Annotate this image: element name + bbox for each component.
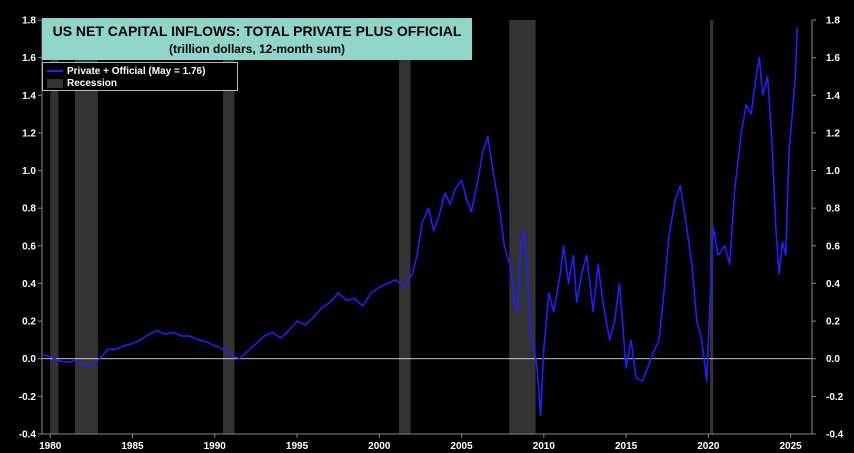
chart-subtitle: (trillion dollars, 12-month sum) bbox=[168, 42, 345, 56]
legend-item-recession: Recession bbox=[47, 77, 117, 89]
y-tick-label-left: 0.8 bbox=[22, 204, 36, 215]
y-tick-label-right: 1.6 bbox=[826, 53, 840, 64]
y-tick-label-left: -0.4 bbox=[19, 430, 37, 441]
tick-labels: -0.4 -0.4 -0.2 -0.2 0.0 0.0 0.2 0.2 0.4 0.4 0.6 0.6… bbox=[19, 16, 844, 453]
y-tick-label-right: 0.0 bbox=[826, 354, 840, 365]
series-layer bbox=[43, 27, 798, 417]
y-tick-label-right: -0.4 bbox=[826, 430, 844, 441]
y-tick-label-right: 0.6 bbox=[826, 241, 840, 252]
chart-title: US NET CAPITAL INFLOWS: TOTAL PRIVATE PL… bbox=[52, 23, 462, 39]
x-tick-label: 1980 bbox=[39, 441, 62, 452]
legend-item-series: Private + Official (May = 1.76) bbox=[47, 65, 205, 77]
recession-band-4 bbox=[509, 20, 536, 434]
recession-band-0 bbox=[50, 20, 59, 434]
x-tick-label: 2010 bbox=[533, 441, 556, 452]
y-tick-label-right: 0.8 bbox=[826, 204, 840, 215]
recession-band-5 bbox=[709, 20, 714, 434]
y-tick-label-left: 1.4 bbox=[22, 91, 36, 102]
y-tick-label-right: 0.4 bbox=[826, 279, 840, 290]
y-tick-label-left: 1.2 bbox=[22, 128, 36, 139]
x-tick-label: 2025 bbox=[779, 441, 802, 452]
y-tick-label-left: 1.0 bbox=[22, 166, 36, 177]
recession-band-3 bbox=[399, 20, 411, 434]
legend-recession-swatch bbox=[47, 78, 63, 88]
x-tick-label: 2000 bbox=[368, 441, 391, 452]
y-tick-label-left: 0.6 bbox=[22, 241, 36, 252]
x-tick-label: 2015 bbox=[615, 441, 638, 452]
legend-series-swatch bbox=[47, 70, 63, 72]
legend: Private + Official (May = 1.76) Recessio… bbox=[42, 62, 238, 91]
y-tick-label-left: 0.0 bbox=[22, 354, 36, 365]
legend-series-label: Private + Official (May = 1.76) bbox=[67, 65, 206, 77]
y-tick-label-right: -0.2 bbox=[826, 392, 844, 403]
y-tick-label-right: 1.4 bbox=[826, 91, 840, 102]
recession-band-2 bbox=[222, 20, 235, 434]
y-tick-label-right: 1.2 bbox=[826, 128, 840, 139]
y-tick-label-right: 0.2 bbox=[826, 317, 840, 328]
y-tick-label-left: 0.2 bbox=[22, 317, 36, 328]
x-tick-label: 1990 bbox=[204, 441, 227, 452]
x-tick-label: 2020 bbox=[697, 441, 720, 452]
y-tick-label-right: 1.8 bbox=[826, 16, 840, 27]
x-tick-label: 1985 bbox=[121, 441, 144, 452]
x-tick-label: 2005 bbox=[450, 441, 473, 452]
y-tick-label-left: 0.4 bbox=[22, 279, 36, 290]
recession-bands bbox=[50, 20, 714, 434]
y-tick-label-left: 1.6 bbox=[22, 53, 36, 64]
y-tick-label-right: 1.0 bbox=[826, 166, 840, 177]
y-tick-label-left: 1.8 bbox=[22, 16, 36, 27]
series-line-0 bbox=[43, 27, 798, 417]
title-box: US NET CAPITAL INFLOWS: TOTAL PRIVATE PL… bbox=[42, 18, 472, 60]
legend-recession-label: Recession bbox=[67, 77, 118, 89]
recession-band-1 bbox=[74, 20, 98, 434]
x-tick-label: 1995 bbox=[286, 441, 309, 452]
y-tick-label-left: -0.2 bbox=[19, 392, 37, 403]
